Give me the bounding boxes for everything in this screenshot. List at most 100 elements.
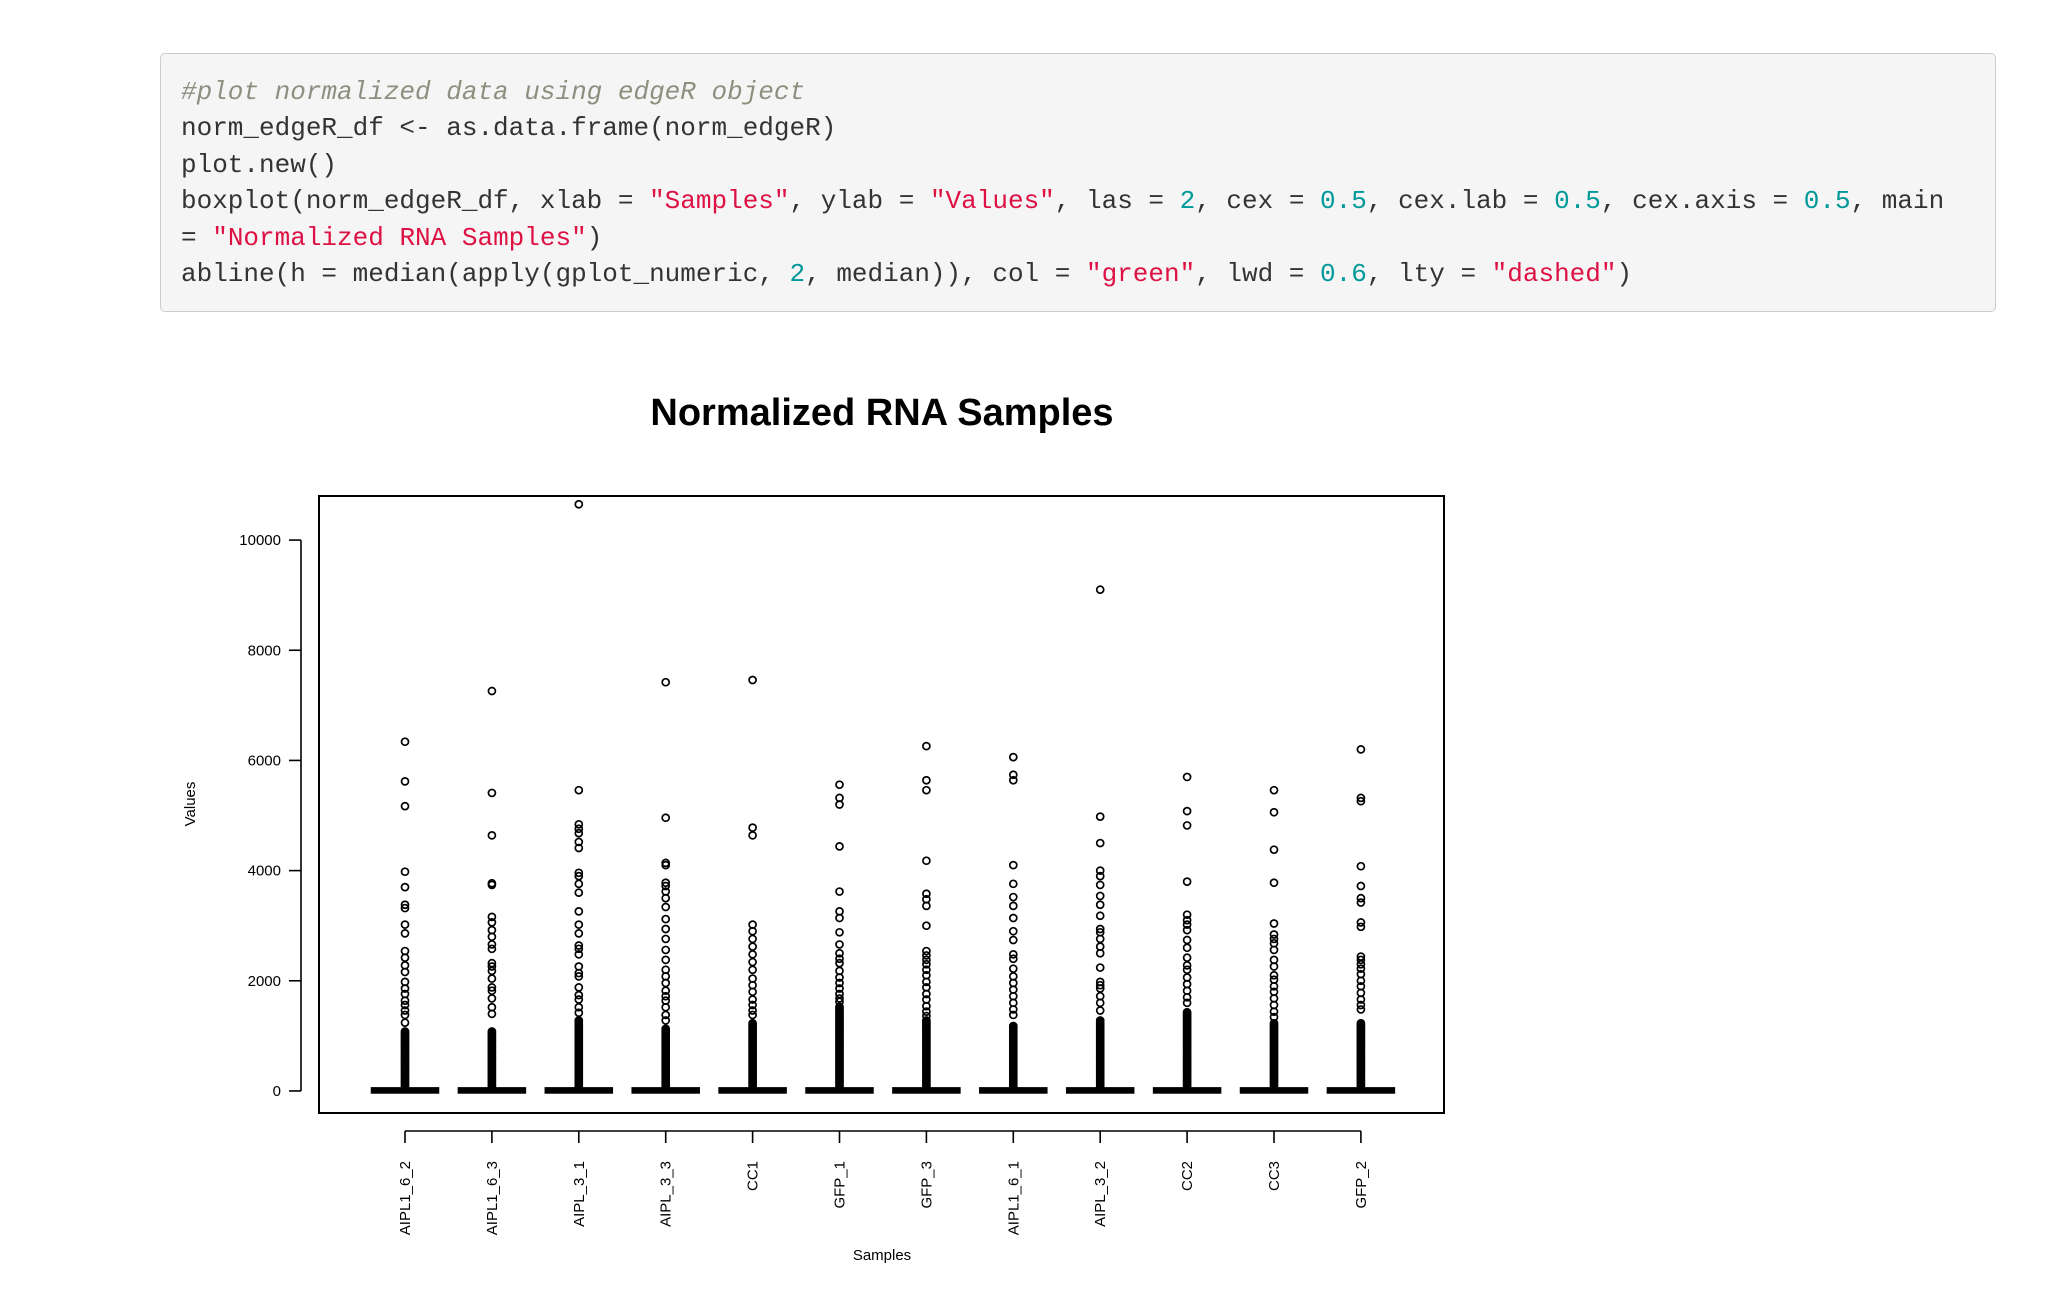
outlier-point [574, 972, 584, 981]
y-tick-label: 2000 [248, 973, 281, 990]
outlier-point [922, 1016, 931, 1025]
outlier-point [1182, 953, 1192, 962]
outlier-point [487, 1009, 497, 1019]
code-token: "Normalized RNA Samples" [212, 222, 587, 253]
code-line: = "Normalized RNA Samples") [181, 220, 1995, 256]
outlier-point [1182, 877, 1192, 886]
outlier-point [835, 954, 844, 964]
outlier-point [748, 1018, 757, 1028]
chart-title: Normalized RNA Samples [650, 392, 1113, 434]
code-token: 0.6 [1320, 258, 1367, 289]
outlier-point [748, 942, 757, 951]
outlier-point [1008, 892, 1018, 902]
code-token: ) [586, 222, 603, 253]
outlier-point [835, 1002, 844, 1012]
outlier-point [922, 775, 931, 785]
outlier-point [1008, 949, 1018, 959]
outlier-point [1269, 981, 1279, 991]
outlier-point [1182, 920, 1192, 929]
outlier-point [400, 1027, 410, 1036]
outlier-point [1269, 934, 1279, 944]
outlier-point [1008, 775, 1018, 785]
outlier-point [1356, 995, 1366, 1004]
code-token: 2 [1179, 186, 1196, 217]
y-tick-label: 0 [273, 1083, 281, 1100]
outlier-point [922, 946, 931, 956]
outlier-point [487, 944, 497, 954]
outlier-point [400, 1018, 410, 1028]
code-token: 2 [789, 258, 806, 289]
outlier-point [1008, 926, 1018, 936]
outlier-point [835, 958, 844, 968]
outlier-point [1182, 806, 1192, 816]
outlier-point [661, 1016, 671, 1025]
outlier-point [661, 934, 671, 944]
code-token: plot.new() [181, 149, 338, 180]
x-tick-label: AIPL1_6_1 [1005, 1161, 1022, 1235]
outlier-point [400, 900, 410, 910]
outlier-point [1356, 861, 1366, 871]
code-line: abline(h = median(apply(gplot_numeric, 2… [181, 256, 1995, 292]
code-token: , main [1850, 186, 1945, 217]
outlier-point [1356, 922, 1366, 932]
outlier-point [1095, 980, 1105, 990]
outlier-point [1095, 1006, 1105, 1015]
code-token: "green" [1085, 258, 1196, 289]
outlier-point [1095, 963, 1105, 972]
outlier-point [1356, 918, 1366, 927]
outlier-point [574, 944, 584, 954]
y-axis: 0 2000 4000 6000 8000 10000 [239, 532, 302, 1100]
outlier-point [1095, 1016, 1105, 1025]
outlier-point [1182, 821, 1192, 830]
outlier-point [487, 962, 497, 971]
outlier-point [487, 994, 497, 1003]
outlier-point [1008, 964, 1018, 974]
outlier-point [1356, 976, 1366, 986]
outlier-point [487, 831, 497, 840]
outlier-point [922, 1001, 931, 1011]
outlier-point [1182, 943, 1192, 953]
outlier-point [487, 940, 497, 949]
outlier-point [1269, 807, 1279, 817]
outlier-point [574, 983, 584, 992]
outlier-point [1095, 812, 1105, 821]
outlier-point [574, 888, 584, 897]
code-token: , las = [1054, 186, 1180, 217]
outlier-point [1095, 948, 1105, 958]
outlier-point [1356, 893, 1366, 903]
y-tick-label: 8000 [248, 642, 281, 659]
outlier-point [574, 907, 584, 916]
outlier-point [400, 1010, 410, 1020]
code-block: #plot normalized data using edgeR object… [160, 53, 1996, 312]
outlier-point [1095, 880, 1105, 890]
code-token: , lty = [1366, 258, 1492, 289]
outlier-point [748, 675, 757, 685]
outlier-point [922, 1007, 931, 1016]
outlier-point [574, 920, 584, 929]
outlier-point [835, 940, 844, 949]
outlier-point [1356, 959, 1366, 969]
code-token: "Values" [929, 186, 1055, 217]
outlier-point [1356, 955, 1366, 965]
outlier-point [574, 949, 584, 959]
outlier-point [835, 984, 844, 993]
outlier-point [922, 741, 931, 751]
code-line: plot.new() [181, 147, 1995, 183]
outlier-point [1182, 910, 1192, 920]
outlier-point [1182, 935, 1192, 945]
outlier-point [574, 785, 584, 795]
outlier-point [1182, 992, 1192, 1002]
code-token: , cex.lab = [1366, 186, 1555, 217]
outlier-point [1095, 838, 1105, 848]
outlier-point [574, 879, 584, 889]
outlier-point [835, 913, 844, 923]
outlier-point [574, 995, 584, 1004]
outlier-point [1008, 935, 1018, 945]
outlier-point [835, 887, 844, 896]
code-line: #plot normalized data using edgeR object [181, 74, 1995, 110]
outlier-point [1182, 915, 1192, 925]
outlier-point [574, 1002, 584, 1012]
code-token: norm_edgeR_df <- as.data.frame(norm_edge… [181, 113, 837, 144]
code-token: , cex.axis = [1600, 186, 1804, 217]
plot-frame [318, 495, 1445, 1114]
